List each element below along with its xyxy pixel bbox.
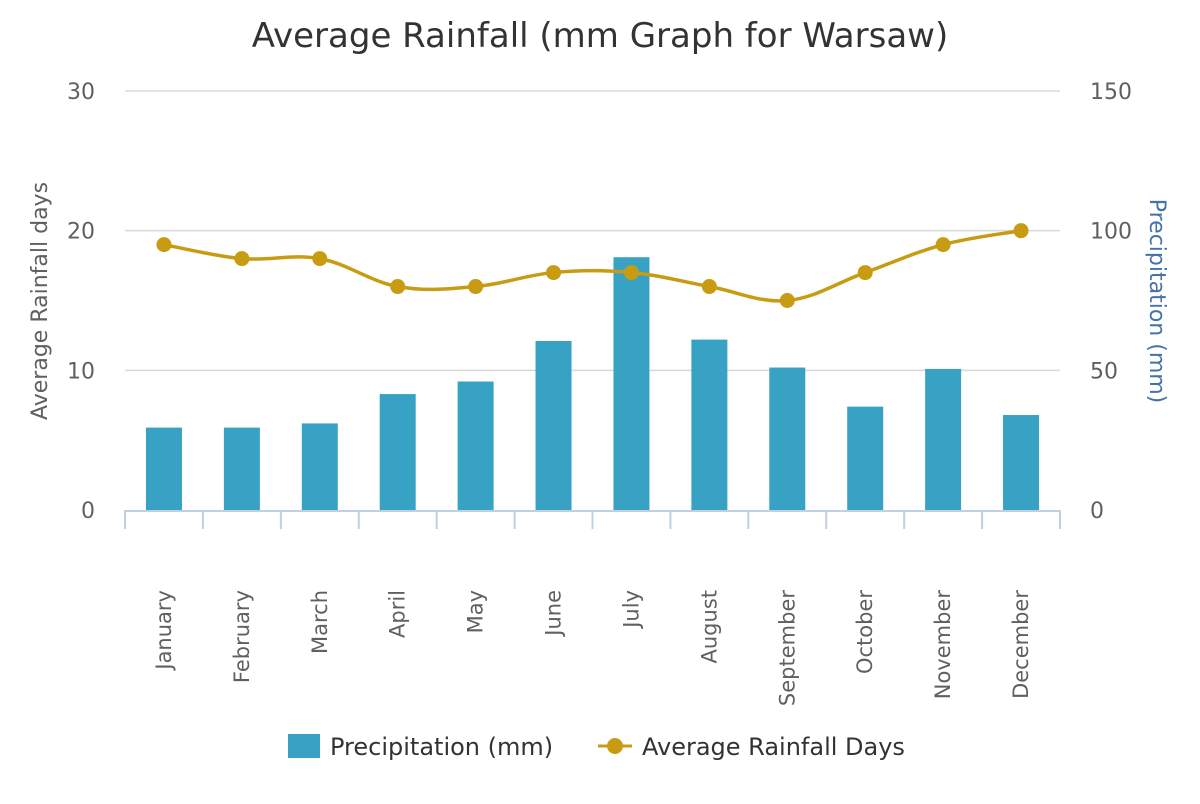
precipitation-bar[interactable] — [691, 339, 728, 510]
rainfall-days-point[interactable] — [857, 265, 873, 281]
precipitation-bar[interactable] — [301, 423, 338, 510]
rainfall-days-point[interactable] — [312, 251, 328, 267]
left-y-tick-label: 30 — [67, 80, 95, 105]
rainfall-days-point[interactable] — [156, 237, 172, 253]
precipitation-bar[interactable] — [1003, 415, 1040, 510]
precipitation-bars — [145, 257, 1040, 510]
rainfall-days-point[interactable] — [234, 251, 250, 267]
left-y-tick-label: 20 — [67, 220, 95, 245]
right-y-tick-label: 50 — [1090, 359, 1118, 384]
x-axis — [124, 510, 1061, 529]
precipitation-bar[interactable] — [613, 257, 650, 510]
legend-label: Precipitation (mm) — [330, 733, 553, 761]
precipitation-bar[interactable] — [379, 394, 416, 510]
x-tick-label: June — [542, 590, 566, 638]
precipitation-bar[interactable] — [925, 368, 962, 510]
legend-marker-swatch — [607, 738, 623, 754]
chart-title: Average Rainfall (mm Graph for Warsaw) — [252, 16, 949, 56]
x-tick-label: February — [230, 590, 254, 683]
left-y-tick-label: 10 — [67, 359, 95, 384]
x-tick-label: January — [152, 590, 176, 672]
legend-bar-swatch — [288, 734, 320, 758]
right-y-axis-title: Precipitation (mm) — [1144, 199, 1169, 404]
rainfall-days-line — [156, 223, 1029, 308]
left-y-axis-title: Average Rainfall days — [28, 182, 53, 420]
rainfall-days-line-path — [163, 228, 1022, 303]
legend: Precipitation (mm) Average Rainfall Days — [288, 733, 905, 761]
rainfall-days-point[interactable] — [390, 279, 406, 295]
rainfall-days-point[interactable] — [701, 279, 717, 295]
rainfall-days-point[interactable] — [935, 237, 951, 253]
x-tick-label: August — [697, 590, 721, 664]
legend-label: Average Rainfall Days — [642, 733, 905, 761]
x-tick-label: April — [386, 590, 410, 638]
x-tick-label: September — [775, 590, 799, 706]
rainfall-days-point[interactable] — [623, 265, 639, 281]
right-y-tick-label: 0 — [1090, 499, 1104, 524]
x-tick-label: July — [619, 590, 643, 630]
x-tick-label: December — [1009, 590, 1033, 699]
right-y-tick-label: 100 — [1090, 220, 1132, 245]
precipitation-bar[interactable] — [769, 367, 806, 510]
legend-item-rainfall-days[interactable]: Average Rainfall Days — [598, 733, 905, 761]
x-tick-label: October — [853, 590, 877, 674]
precipitation-bar[interactable] — [535, 341, 572, 510]
grid-lines — [125, 90, 1060, 372]
precipitation-bar[interactable] — [847, 406, 884, 510]
left-y-tick-label: 0 — [81, 499, 95, 524]
x-tick-label: March — [308, 590, 332, 654]
rainfall-days-point[interactable] — [546, 265, 562, 281]
precipitation-bar[interactable] — [223, 427, 260, 510]
rainfall-days-point[interactable] — [468, 279, 484, 295]
legend-item-precipitation[interactable]: Precipitation (mm) — [288, 733, 553, 761]
precipitation-bar[interactable] — [145, 427, 182, 510]
x-tick-label: May — [464, 590, 488, 633]
x-tick-label: November — [931, 590, 955, 700]
precipitation-bar[interactable] — [457, 381, 494, 510]
x-axis-tick-labels: January February March April May June July Augu… — [152, 590, 1033, 706]
right-y-axis-ticks: 0 50 100 150 — [1090, 80, 1132, 524]
rainfall-days-point[interactable] — [1013, 223, 1029, 239]
rainfall-days-point[interactable] — [779, 293, 795, 308]
left-y-axis-ticks: 0 10 20 30 — [67, 80, 95, 524]
right-y-tick-label: 150 — [1090, 80, 1132, 105]
